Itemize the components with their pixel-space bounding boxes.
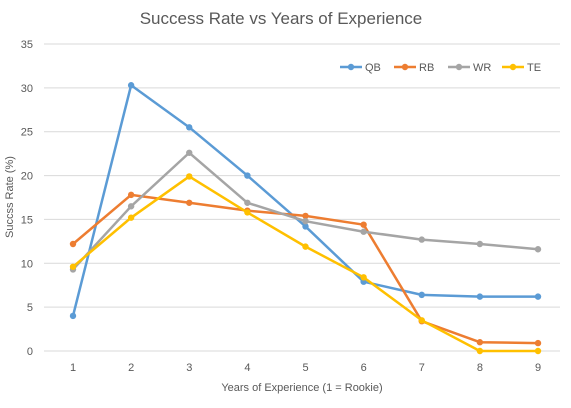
data-point-rb — [534, 339, 542, 347]
x-axis-label: Years of Experience (1 = Rookie) — [221, 382, 382, 394]
legend: QB RB WR TE — [340, 62, 541, 74]
y-axis-ticks: 0 5 10 15 20 25 30 35 — [21, 39, 33, 358]
legend-item-rb: RB — [394, 62, 434, 74]
data-point-qb — [302, 223, 309, 230]
data-point-te — [302, 243, 309, 250]
data-point-qb — [244, 172, 251, 179]
y-tick-label: 15 — [21, 214, 33, 226]
data-point-rb — [127, 191, 135, 199]
series-group — [69, 82, 542, 355]
legend-label-te: TE — [527, 62, 541, 74]
y-axis-label: Succss Rate (%) — [4, 156, 16, 238]
y-tick-label: 5 — [27, 302, 33, 314]
data-point-rb — [476, 339, 484, 346]
data-point-wr — [534, 246, 542, 253]
y-tick-label: 20 — [21, 171, 33, 183]
data-point-te — [476, 347, 484, 355]
legend-label-wr: WR — [473, 62, 491, 74]
data-point-wr — [127, 203, 135, 210]
data-point-qb — [476, 293, 484, 300]
legend-label-rb: RB — [419, 62, 434, 74]
x-tick-label: 2 — [128, 362, 134, 374]
x-axis-ticks: 1 2 3 4 5 6 7 8 9 — [70, 362, 541, 374]
series-te — [69, 173, 542, 355]
legend-swatch-marker-rb — [401, 63, 409, 71]
legend-item-te: TE — [502, 62, 541, 74]
data-point-te — [69, 263, 77, 270]
data-point-te — [360, 274, 367, 281]
data-point-te — [534, 347, 542, 355]
chart-title: Success Rate vs Years of Experience — [140, 9, 423, 28]
data-point-rb — [360, 221, 367, 228]
x-tick-label: 3 — [186, 362, 192, 374]
data-point-wr — [476, 240, 484, 248]
y-tick-label: 30 — [21, 83, 33, 95]
data-point-qb — [186, 124, 193, 131]
data-point-qb — [360, 278, 367, 285]
y-tick-label: 25 — [21, 127, 33, 139]
legend-swatch-marker-qb — [347, 63, 355, 71]
data-point-qb — [534, 293, 542, 300]
data-point-te — [418, 317, 425, 324]
legend-item-wr: WR — [448, 62, 491, 74]
data-point-rb — [302, 212, 309, 220]
legend-swatch-marker-te — [509, 63, 517, 71]
legend-label-qb: QB — [365, 62, 381, 74]
x-tick-label: 5 — [302, 362, 308, 374]
data-point-qb — [127, 82, 135, 89]
x-tick-label: 1 — [70, 362, 76, 374]
data-point-wr — [186, 149, 193, 156]
x-tick-label: 7 — [419, 362, 425, 374]
y-tick-label: 10 — [21, 258, 33, 270]
legend-item-qb: QB — [340, 62, 381, 74]
x-tick-label: 8 — [477, 362, 483, 374]
data-point-rb — [186, 199, 193, 206]
data-point-rb — [69, 240, 77, 248]
data-point-wr — [244, 199, 251, 206]
data-point-te — [186, 173, 193, 180]
data-point-qb — [69, 312, 77, 320]
data-point-qb — [418, 291, 425, 299]
data-point-te — [127, 214, 135, 221]
data-point-te — [244, 209, 251, 216]
series-wr — [69, 149, 542, 273]
x-tick-label: 4 — [244, 362, 250, 374]
y-tick-label: 35 — [21, 39, 33, 51]
legend-swatch-marker-wr — [455, 63, 463, 71]
x-tick-label: 6 — [361, 362, 367, 374]
x-tick-label: 9 — [535, 362, 541, 374]
data-point-wr — [360, 228, 367, 235]
y-tick-label: 0 — [27, 346, 33, 358]
data-point-wr — [418, 236, 425, 243]
series-qb — [69, 82, 542, 320]
data-point-wr — [302, 217, 309, 225]
